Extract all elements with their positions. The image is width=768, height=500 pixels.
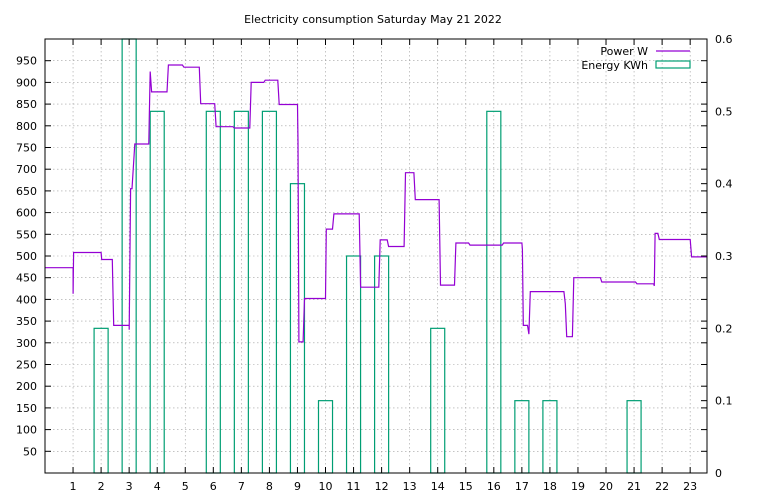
y2-tick-label: 0.1 [715,395,733,408]
tick-labels: 5010015020025030035040045050055060065070… [16,33,733,493]
y-tick-label: 350 [16,315,37,328]
x-tick-label: 15 [459,480,473,493]
energy-series [93,38,642,474]
y-tick-label: 450 [16,272,37,285]
x-tick-label: 19 [571,480,585,493]
x-tick-label: 13 [403,480,417,493]
x-tick-label: 16 [487,480,501,493]
y-tick-label: 100 [16,424,37,437]
legend: Power W Energy KWh [581,45,691,72]
x-tick-label: 22 [655,480,669,493]
x-tick-label: 2 [98,480,105,493]
x-tick-label: 12 [375,480,389,493]
legend-swatch-energy [655,60,691,69]
y-tick-label: 900 [16,76,37,89]
y-tick-label: 950 [16,55,37,68]
y-tick-label: 650 [16,185,37,198]
y-tick-label: 250 [16,359,37,372]
y2-tick-label: 0.6 [715,33,733,46]
x-tick-label: 21 [627,480,641,493]
x-tick-label: 7 [238,480,245,493]
chart-title: Electricity consumption Saturday May 21 … [244,13,502,26]
x-tick-label: 6 [210,480,217,493]
x-tick-label: 20 [599,480,613,493]
x-tick-label: 3 [126,480,133,493]
y-tick-label: 600 [16,207,37,220]
x-tick-label: 14 [431,480,445,493]
legend-label-power: Power W [600,45,648,58]
y-tick-label: 50 [23,445,37,458]
x-tick-label: 11 [347,480,361,493]
x-tick-label: 17 [515,480,529,493]
y-tick-label: 150 [16,402,37,415]
y-tick-label: 200 [16,380,37,393]
x-tick-label: 1 [70,480,77,493]
y-tick-label: 500 [16,250,37,263]
y-tick-label: 700 [16,163,37,176]
y2-tick-label: 0.5 [715,105,733,118]
power-series [45,64,707,343]
x-tick-label: 9 [294,480,301,493]
y-tick-label: 800 [16,120,37,133]
y2-tick-label: 0.2 [715,322,733,335]
x-tick-label: 4 [154,480,161,493]
x-tick-label: 5 [182,480,189,493]
y-tick-label: 750 [16,142,37,155]
y-tick-label: 400 [16,293,37,306]
y2-tick-label: 0.4 [715,178,733,191]
y2-tick-label: 0 [715,467,722,480]
x-tick-label: 23 [683,480,697,493]
x-tick-label: 18 [543,480,557,493]
axes [44,38,708,474]
y-tick-label: 300 [16,337,37,350]
x-tick-label: 10 [319,480,333,493]
y-tick-label: 850 [16,98,37,111]
legend-label-energy: Energy KWh [581,59,648,72]
power-line [45,64,707,343]
y2-tick-label: 0.3 [715,250,733,263]
y-tick-label: 550 [16,228,37,241]
x-tick-label: 8 [266,480,273,493]
